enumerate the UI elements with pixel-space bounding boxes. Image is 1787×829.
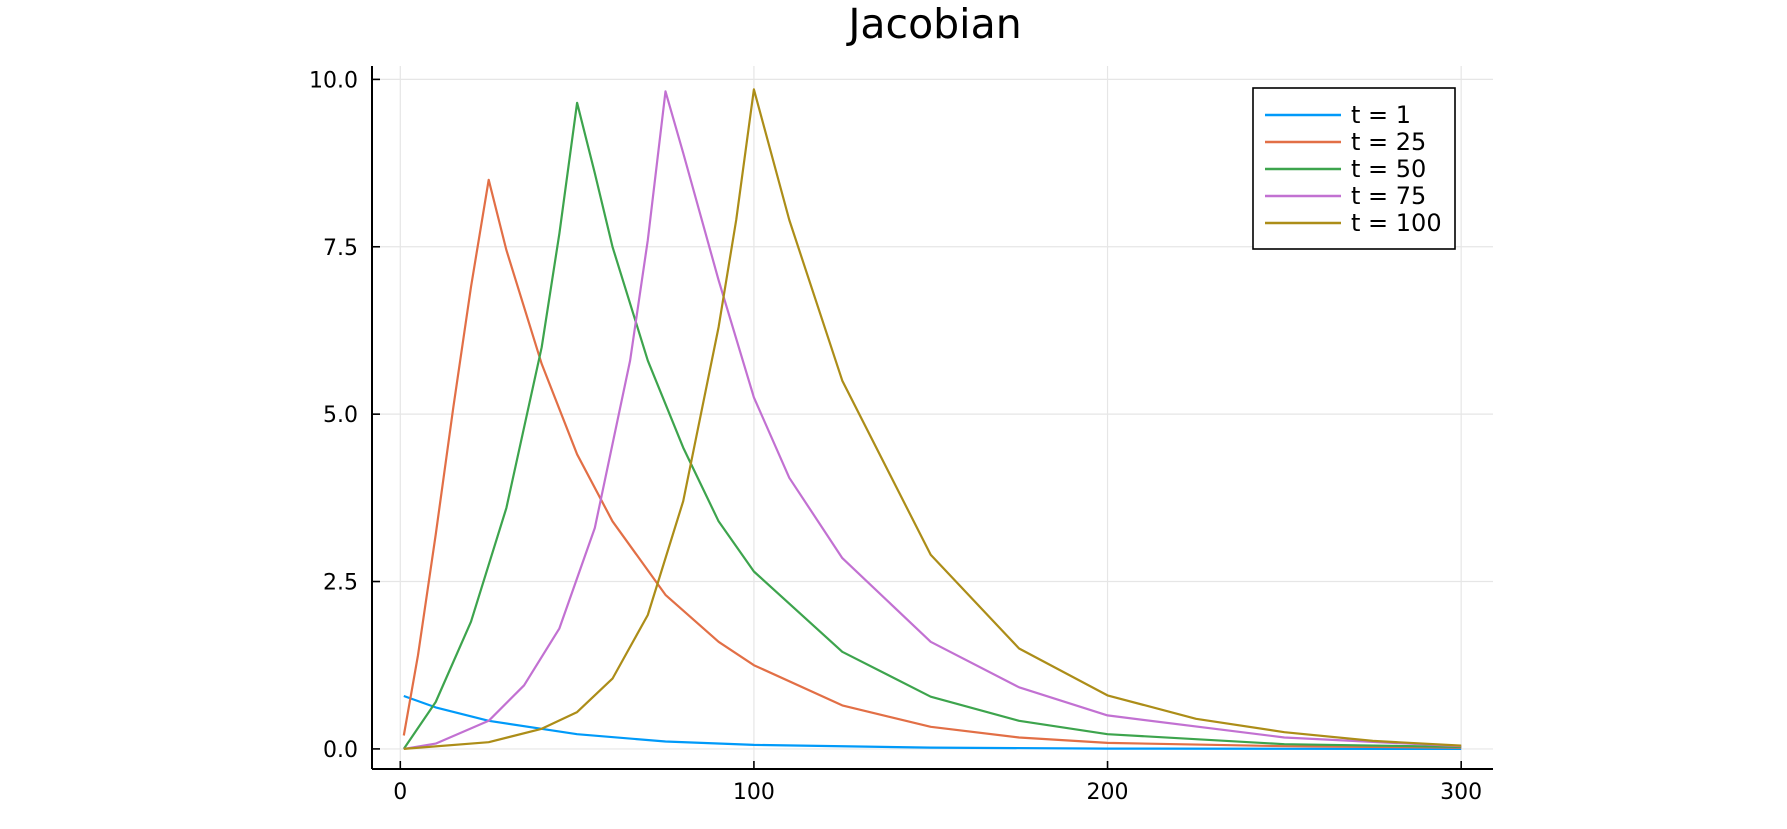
x-tick-label: 200 — [1087, 780, 1129, 805]
legend-label: t = 50 — [1351, 155, 1426, 183]
x-tick-label: 300 — [1440, 780, 1482, 805]
y-tick-label: 0.0 — [323, 738, 358, 763]
legend-label: t = 25 — [1351, 128, 1426, 156]
series-line-1 — [403, 694, 1462, 751]
tick-marks: 0 100 200 300 0.0 2.5 5.0 7.5 10.0 — [309, 68, 1482, 805]
grid-lines — [372, 66, 1493, 769]
series-group — [402, 88, 1462, 751]
y-tick-label: 7.5 — [323, 236, 358, 261]
x-tick-label: 0 — [393, 780, 407, 805]
legend-label: t = 75 — [1351, 182, 1426, 210]
series-line-5 — [403, 88, 1462, 750]
series-line-2 — [402, 178, 1462, 749]
legend: t = 1t = 25t = 50t = 75t = 100 — [1252, 87, 1456, 250]
y-tick-label: 10.0 — [309, 68, 358, 93]
y-tick-label: 2.5 — [323, 571, 358, 596]
legend-label: t = 100 — [1351, 209, 1442, 237]
series-line-3 — [402, 101, 1462, 750]
legend-label: t = 1 — [1351, 101, 1411, 129]
x-tick-label: 100 — [733, 780, 775, 805]
y-tick-label: 5.0 — [323, 403, 358, 428]
axes — [371, 66, 1493, 770]
series-line-4 — [403, 90, 1462, 750]
chart-title: Jacobian — [845, 0, 1021, 48]
